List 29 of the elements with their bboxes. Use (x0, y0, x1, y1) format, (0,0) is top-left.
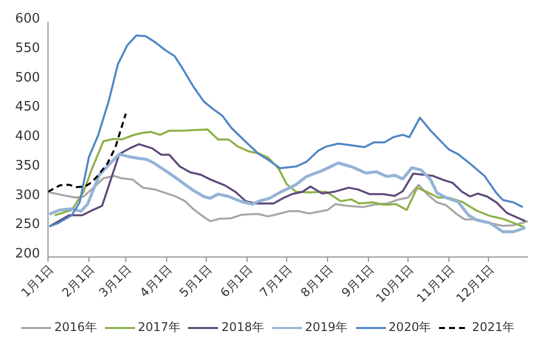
line-series (48, 143, 526, 228)
legend-label: 2020年 (388, 319, 432, 336)
line-series (54, 128, 526, 228)
x-tick-label: 6月1日 (218, 262, 256, 300)
legend-label: 2018年 (220, 319, 264, 336)
y-tick-label: 250 (15, 217, 40, 232)
x-tick-label: 2月1日 (59, 262, 98, 300)
y-tick-label: 550 (15, 40, 40, 56)
y-tick-label: 450 (15, 100, 40, 115)
line-series (48, 112, 127, 193)
y-tick-label: 600 (15, 12, 40, 27)
line-series (48, 174, 528, 227)
legend-label: 2016年 (53, 319, 97, 336)
line-series (48, 34, 524, 228)
legend-label: 2017年 (136, 319, 180, 336)
legend-label: 2021年 (471, 319, 515, 336)
y-tick-label: 400 (15, 129, 40, 144)
x-tick-label: 3月1日 (96, 262, 134, 300)
x-tick-label: 4月1日 (137, 262, 175, 300)
x-tick-label: 5月1日 (176, 262, 214, 300)
line-series (48, 152, 527, 234)
x-tick-label: 1月1日 (18, 262, 56, 300)
x-tick-label: 7月1日 (257, 262, 295, 300)
y-tick-label: 300 (15, 188, 40, 203)
x-tick-label: 8月1日 (298, 262, 336, 300)
y-tick-label: 500 (15, 70, 40, 86)
y-tick-label: 200 (15, 246, 40, 262)
legend-label: 2019年 (304, 319, 348, 336)
y-tick-label: 350 (15, 158, 40, 174)
